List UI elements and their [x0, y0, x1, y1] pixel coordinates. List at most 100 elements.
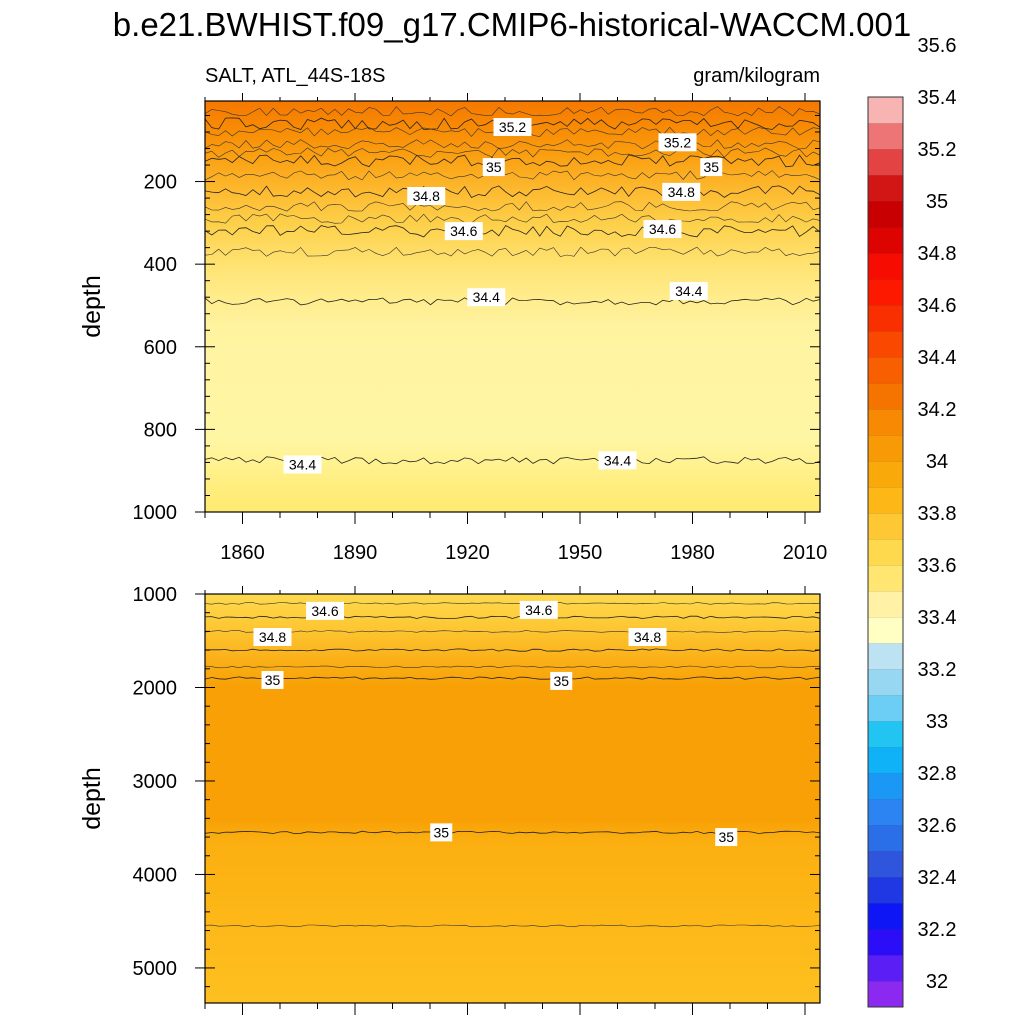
colorbar-swatch [868, 929, 903, 956]
colorbar-swatch [868, 461, 903, 488]
colorbar-swatch [868, 565, 903, 592]
colorbar-swatch [868, 487, 903, 514]
contour-label-text: 34.4 [473, 289, 500, 305]
y-tick-label: 200 [144, 172, 177, 194]
colorbar-tick-label: 33.2 [918, 659, 957, 681]
contour-band-line [204, 924, 821, 928]
colorbar-swatch [868, 877, 903, 904]
colorbar-swatch [868, 201, 903, 228]
contour-label-text: 35 [553, 673, 569, 689]
contour-label: 35 [700, 158, 723, 177]
colorbar-tick-label: 33 [926, 711, 948, 733]
colorbar-swatch [868, 721, 903, 748]
colorbar-swatch [868, 825, 903, 852]
y-tick-label: 600 [144, 337, 177, 359]
subtitle-variable: SALT, ATL_44S-18S [205, 65, 385, 87]
contour-label: 34.4 [467, 288, 506, 307]
contour-fill [205, 594, 820, 1003]
contour-label-text: 34.8 [668, 184, 695, 200]
contour-label-text: 35 [703, 159, 719, 175]
contour-band-line [204, 213, 821, 224]
contour-label: 35 [550, 671, 573, 690]
colorbar-tick-label: 33.6 [918, 555, 957, 577]
y-axis-label: depth [78, 275, 106, 338]
colorbar-tick-label: 34.4 [918, 347, 957, 369]
colorbar-swatch [868, 279, 903, 306]
x-tick-label: 1980 [670, 542, 715, 564]
contour-label: 35 [430, 823, 453, 842]
colorbar-swatch [868, 123, 903, 150]
contour-label: 34.4 [598, 451, 637, 470]
colorbar-swatch [868, 253, 903, 280]
contour-label-text: 34.4 [675, 283, 702, 299]
colorbar-swatch [868, 175, 903, 202]
colorbar-swatch [868, 799, 903, 826]
contour-band-line [204, 139, 821, 150]
contour-band-line [204, 147, 821, 158]
contour-label-text: 34.6 [525, 602, 552, 618]
subtitle-units: gram/kilogram [693, 65, 820, 87]
y-tick-label: 1000 [133, 502, 178, 524]
contour-label: 34.6 [519, 600, 558, 619]
colorbar-tick-label: 35.8 [918, 0, 957, 5]
colorbar-tick-label: 34.6 [918, 295, 957, 317]
contour-label: 35.2 [493, 118, 532, 137]
colorbar-frame [867, 96, 904, 1008]
contour-line-35 [204, 154, 821, 168]
plot-frame [204, 100, 821, 513]
contour-label-text: 35 [265, 672, 281, 688]
contour-label-text: 34.8 [634, 629, 661, 645]
colorbar-tick-label: 33.4 [918, 607, 957, 629]
colorbar-swatch [868, 591, 903, 618]
contour-label: 34.4 [283, 455, 322, 474]
contour-label: 35 [261, 671, 284, 690]
colorbar-swatch [868, 149, 903, 176]
y-tick-label: 5000 [133, 958, 178, 980]
colorbar-tick-label: 32.2 [918, 919, 957, 941]
contour-label-text: 35 [433, 824, 449, 840]
y-tick-label: 1000 [133, 584, 178, 606]
colorbar-tick-label: 32.4 [918, 867, 957, 889]
colorbar-swatch [868, 851, 903, 878]
colorbar-swatch [868, 331, 903, 358]
colorbar-swatch [868, 617, 903, 644]
contour-line-34.6 [204, 224, 821, 238]
colorbar-swatch [868, 981, 903, 1008]
contour-label: 35 [482, 158, 505, 177]
contour-label-text: 34.6 [450, 223, 477, 239]
contour-label-text: 35.2 [664, 134, 691, 150]
contour-band-line [204, 630, 821, 633]
x-tick-label: 1890 [333, 542, 378, 564]
y-tick-label: 2000 [133, 677, 178, 699]
contour-label-text: 34.4 [604, 452, 631, 468]
contour-label-text: 34.8 [413, 188, 440, 204]
colorbar-swatch [868, 357, 903, 384]
colorbar-tick-label: 32.8 [918, 763, 957, 785]
colorbar-swatch [868, 227, 903, 254]
contour-label-text: 35 [718, 829, 734, 845]
colorbar-tick-label: 32 [926, 971, 948, 993]
colorbar-swatch [868, 539, 903, 566]
contour-label-text: 34.6 [649, 221, 676, 237]
x-tick-label: 2010 [783, 542, 828, 564]
colorbar-tick-label: 34 [926, 451, 948, 473]
colorbar-swatch [868, 955, 903, 982]
plot-frame [204, 593, 821, 1004]
colorbar-swatch [868, 695, 903, 722]
contour-label-text: 34.4 [289, 456, 316, 472]
y-tick-label: 3000 [133, 771, 178, 793]
contour-label: 34.8 [253, 628, 292, 647]
lower-depth-panel: 34.6 34.6 34.8 34.8 35 35 35 35 1000 2000 3000 4000… [78, 584, 821, 1015]
contour-label-text: 34.6 [311, 603, 338, 619]
colorbar-tick-label: 32.6 [918, 815, 957, 837]
colorbar-swatch [868, 435, 903, 462]
y-axis-label: depth [78, 767, 106, 830]
contour-label-text: 34.8 [259, 629, 286, 645]
contour-label: 35.2 [658, 133, 697, 152]
colorbar-tick-label: 35 [926, 191, 948, 213]
contour-label: 34.8 [407, 187, 446, 206]
upper-depth-panel: 35.2 35.2 35 35 34.8 34.8 34.6 34.6 34.4 34.4 34.4… [78, 93, 827, 564]
colorbar-swatch [868, 747, 903, 774]
contour-label: 34.6 [306, 601, 344, 620]
